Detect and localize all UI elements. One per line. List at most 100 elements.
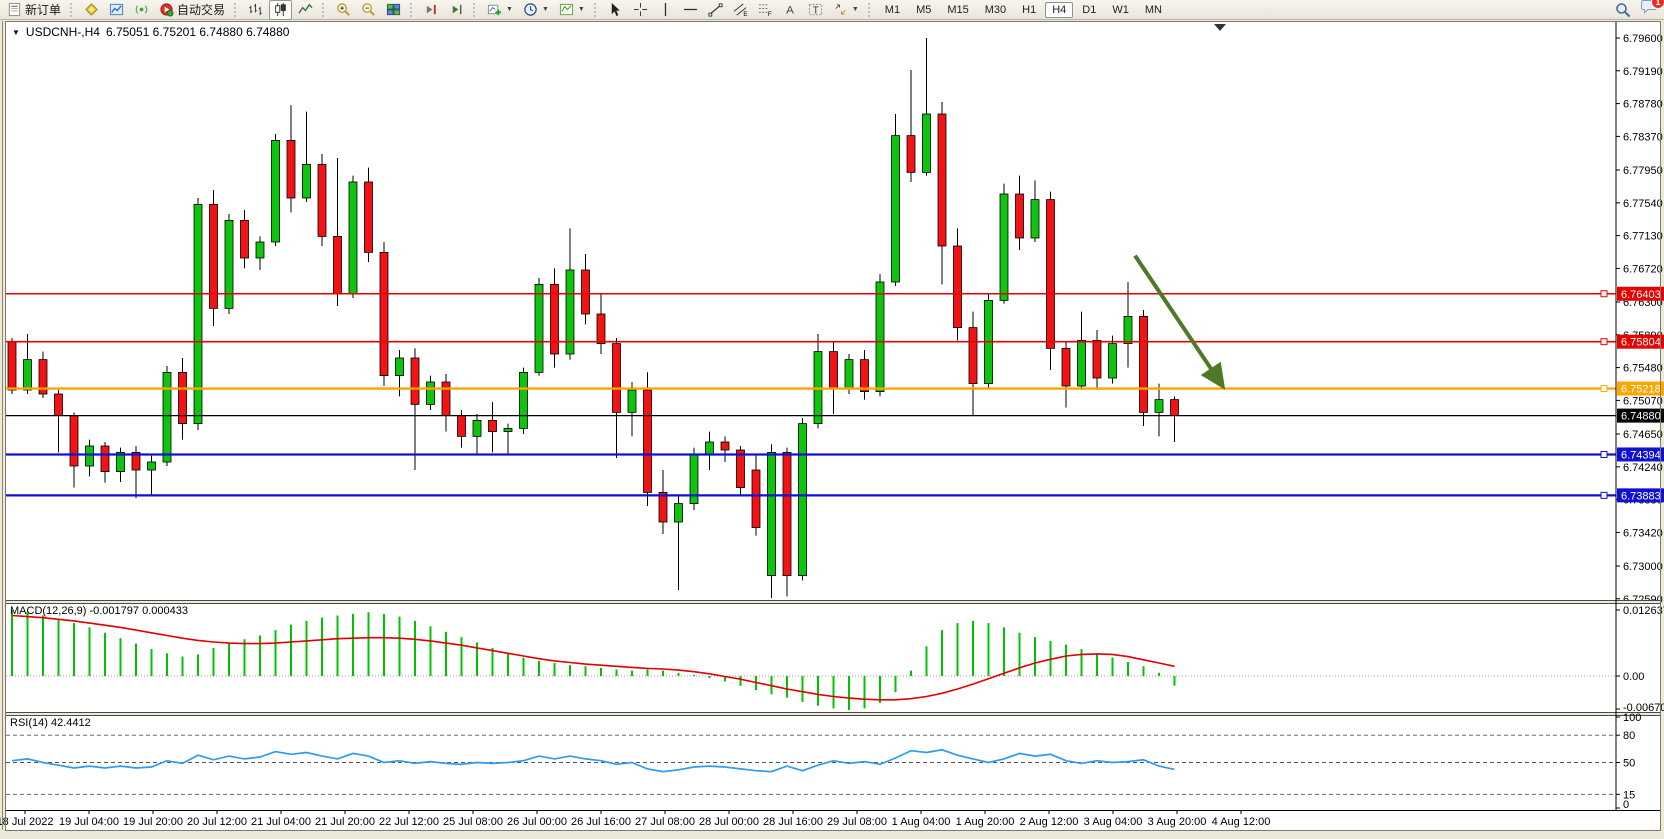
rsi-panel-splitter[interactable] — [6, 712, 1660, 716]
rsi-axis-label: 80 — [1623, 730, 1635, 742]
candle-bull — [844, 359, 854, 389]
timeframe-h1-button[interactable]: H1 — [1022, 3, 1037, 16]
candle-bear — [69, 415, 79, 467]
candle-bear — [658, 491, 668, 523]
autotrading-button[interactable]: 自动交易 — [155, 0, 229, 20]
timeframe-m15-button[interactable]: M15 — [947, 3, 969, 16]
text-icon: A — [786, 5, 794, 17]
price-level-badge — [1617, 488, 1664, 503]
zoom-out-button[interactable] — [357, 0, 380, 20]
candle-bull — [348, 181, 358, 295]
line-handle[interactable] — [1600, 450, 1608, 458]
crosshair-tool-button[interactable] — [629, 0, 652, 20]
line-handle[interactable] — [1600, 338, 1608, 346]
line-chart-mode-button[interactable] — [294, 0, 317, 20]
time-tick-label: 25 Jul 08:00 — [443, 816, 503, 828]
new-order-icon — [8, 2, 21, 17]
symbol-dropdown-icon[interactable]: ▼ — [12, 27, 20, 37]
zoom-in-icon — [337, 3, 350, 16]
bar-chart-mode-button[interactable] — [244, 0, 267, 20]
template-icon — [559, 3, 573, 16]
chart-shift-marker[interactable] — [1214, 24, 1226, 31]
candle-bear — [54, 393, 63, 417]
templates-button[interactable]: ▼ — [555, 0, 589, 20]
candle-bear — [782, 451, 792, 576]
macd-panel-splitter[interactable] — [6, 600, 1660, 604]
horizontal-line-tool-button[interactable] — [679, 0, 702, 20]
timeframe-m1-button[interactable]: M1 — [884, 3, 901, 16]
dropdown-caret[interactable]: ▼ — [577, 6, 585, 13]
candle-bull — [891, 135, 900, 283]
notifications-button[interactable]: 1 — [1641, 0, 1664, 20]
timeframe-mn-button[interactable]: MN — [1144, 3, 1162, 16]
price-tick-label: 6.75070 — [1623, 395, 1663, 407]
price-level-badge-text: 6.73883 — [1621, 490, 1661, 502]
channel-icon: E — [733, 3, 747, 17]
equidistant-channel-tool-button[interactable]: E — [729, 0, 752, 20]
rsi-line — [11, 748, 1175, 773]
fibonacci-tool-button[interactable]: F — [754, 0, 777, 20]
text-tool-button[interactable]: A — [779, 0, 802, 20]
auto-scroll-button[interactable] — [445, 0, 468, 20]
timeframe-m30-button[interactable]: M30 — [984, 3, 1007, 16]
price-tick-label: 6.77130 — [1623, 231, 1663, 243]
candle-bear — [736, 449, 745, 488]
candle-bull — [922, 113, 931, 173]
time-tick-label: 21 Jul 20:00 — [315, 816, 375, 828]
tile-windows-button[interactable] — [382, 0, 405, 20]
periods-button[interactable]: ▼ — [519, 0, 553, 20]
dropdown-caret[interactable]: ▼ — [541, 6, 549, 13]
time-tick-label: 18 Jul 2022 — [0, 816, 53, 828]
candle-bull — [519, 371, 528, 429]
arrows-tool-button[interactable]: ▼ — [829, 0, 863, 20]
candle-bear — [953, 245, 962, 328]
candle-bear — [720, 441, 730, 451]
candlestick-mode-button[interactable] — [269, 0, 293, 20]
charts-window-button[interactable] — [105, 0, 128, 20]
line-handle[interactable] — [1600, 491, 1608, 499]
time-tick-label: 20 Jul 12:00 — [187, 816, 247, 828]
market-watch-button[interactable] — [80, 0, 103, 20]
timeframe-d1-button[interactable]: D1 — [1082, 3, 1097, 16]
timeframe-w1-button[interactable]: W1 — [1112, 3, 1129, 16]
candle-bear — [38, 359, 48, 395]
signals-button[interactable] — [130, 0, 153, 20]
price-tick-label: 6.79600 — [1623, 33, 1663, 45]
toolbar-right-group: 1 — [1615, 0, 1664, 20]
line-handle[interactable] — [1600, 385, 1608, 393]
timeframe-h4-button[interactable]: H4 — [1045, 1, 1074, 18]
chart-window-frame — [5, 21, 1661, 831]
svg-text:A: A — [786, 5, 794, 17]
vertical-line-tool-button[interactable] — [654, 0, 677, 20]
candle-bull — [674, 503, 683, 523]
time-tick-label: 3 Aug 20:00 — [1148, 816, 1207, 828]
zoom-in-button[interactable] — [332, 0, 355, 20]
text-label-tool-button[interactable]: T — [804, 0, 827, 20]
candle-bear — [333, 235, 342, 295]
candle-bear — [581, 269, 590, 315]
fibonacci-icon: F — [758, 4, 772, 17]
price-level-badge — [1617, 334, 1664, 349]
dropdown-caret[interactable]: ▼ — [506, 6, 513, 13]
line-handle[interactable] — [1600, 290, 1608, 298]
trendline-tool-button[interactable] — [704, 0, 727, 20]
candle-bull — [875, 281, 885, 392]
search-icon[interactable] — [1615, 2, 1631, 18]
timeframe-m5-button[interactable]: M5 — [916, 3, 932, 16]
candle-bear — [410, 357, 420, 405]
candle-bear — [968, 327, 978, 385]
cursor-tool-button[interactable] — [604, 0, 627, 20]
dropdown-caret[interactable]: ▼ — [851, 6, 859, 13]
candle-bull — [116, 451, 125, 472]
trend-arrow-annotation[interactable] — [1133, 254, 1226, 390]
new-order-button[interactable]: 新订单 — [3, 0, 65, 20]
price-tick-label: 6.79190 — [1623, 66, 1663, 78]
rsi-axis-label: 15 — [1623, 789, 1635, 801]
bars-chart-icon — [249, 3, 262, 16]
indicators-button[interactable]: ▼ — [483, 0, 517, 20]
chart-shift-button[interactable] — [420, 0, 443, 20]
macd-axis-label: -0.006709 — [1623, 702, 1664, 714]
candle-bear — [441, 381, 451, 416]
time-tick-label: 3 Aug 04:00 — [1084, 816, 1143, 828]
time-tick-label: 28 Jul 00:00 — [699, 816, 759, 828]
